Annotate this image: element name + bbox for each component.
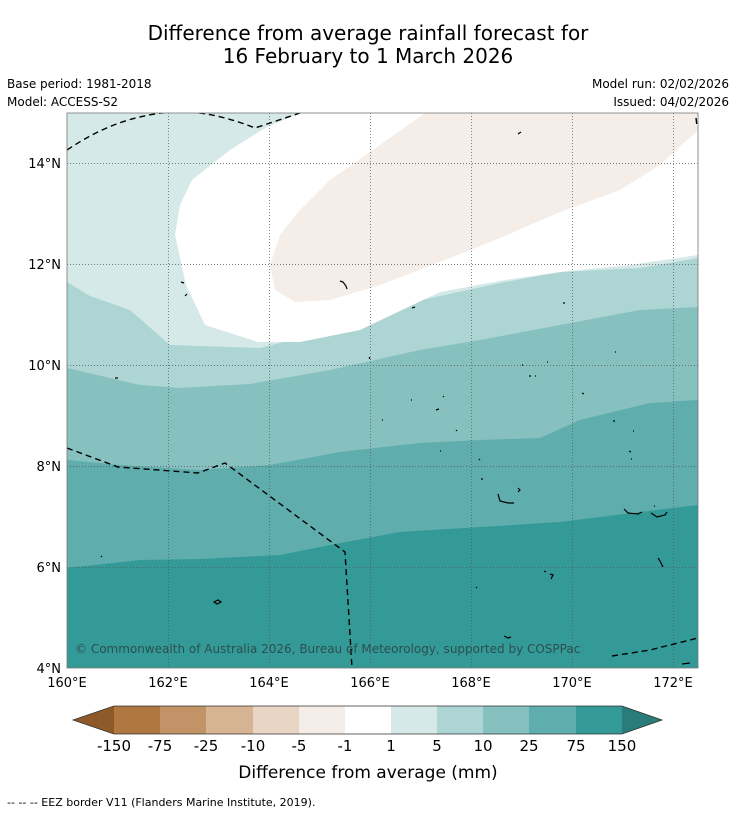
model-run: Model run: 02/02/2026 xyxy=(591,77,729,91)
base-period: Base period: 1981-2018 xyxy=(7,77,152,91)
colorbar-tick-label: 10 xyxy=(473,737,492,755)
map-title: Difference from average rainfall forecas… xyxy=(0,22,736,68)
lon-tick-label: 164°E xyxy=(249,676,289,691)
colorbar-cell xyxy=(206,706,253,734)
gridlines xyxy=(67,113,698,668)
colorbar-cell xyxy=(437,706,483,734)
lat-axis: 14°N 12°N 10°N 8°N 6°N 4°N xyxy=(28,157,61,677)
colorbar-tick-label: -75 xyxy=(148,737,173,755)
colorbar-tick-label: 25 xyxy=(519,737,538,755)
colorbar-cell xyxy=(529,706,576,734)
lon-tick-label: 160°E xyxy=(47,676,87,691)
title-line-1: Difference from average rainfall forecas… xyxy=(147,21,589,45)
map-credit: © Commonwealth of Australia 2026, Bureau… xyxy=(75,642,580,656)
lon-tick-label: 170°E xyxy=(552,676,592,691)
colorbar-tick-label: -25 xyxy=(194,737,219,755)
colorbar-high-arrow xyxy=(622,706,662,734)
colorbar-tick-label: -1 xyxy=(338,737,353,755)
lat-tick-label: 12°N xyxy=(28,258,61,273)
colorbar: -150 -75 -25 -10 -5 -1 1 5 10 25 75 150 … xyxy=(71,705,664,783)
map-area: © Commonwealth of Australia 2026, Bureau… xyxy=(67,113,698,668)
lat-tick-label: 4°N xyxy=(37,662,62,677)
lon-axis: 160°E 162°E 164°E 166°E 168°E 170°E 172°… xyxy=(47,676,693,691)
footer-eez-note: -- -- -- EEZ border V11 (Flanders Marine… xyxy=(7,796,316,809)
eez-borders xyxy=(67,113,698,668)
colorbar-tick-label: 5 xyxy=(432,737,442,755)
lat-tick-label: 6°N xyxy=(37,561,62,576)
colorbar-title: Difference from average (mm) xyxy=(238,763,497,783)
meta-right: Model run: 02/02/2026 Issued: 04/02/2026 xyxy=(592,75,729,111)
colorbar-tick-label: -150 xyxy=(97,737,131,755)
meta-left: Base period: 1981-2018 Model: ACCESS-S2 xyxy=(7,75,152,111)
colorbar-cell xyxy=(299,706,345,734)
colorbar-tick-label: 75 xyxy=(566,737,585,755)
colorbar-outline xyxy=(71,705,664,735)
colorbar-tick-label: -5 xyxy=(292,737,307,755)
lat-tick-label: 14°N xyxy=(28,157,61,172)
colorbar-cell xyxy=(483,706,529,734)
lat-tick-label: 8°N xyxy=(37,460,62,475)
colorbar-tick-label: 150 xyxy=(608,737,637,755)
islands xyxy=(100,131,691,665)
colorbar-tick-label: 1 xyxy=(386,737,396,755)
lon-tick-label: 166°E xyxy=(350,676,390,691)
map-frame xyxy=(66,112,699,669)
title-line-2: 16 February to 1 March 2026 xyxy=(222,44,514,68)
model-name: Model: ACCESS-S2 xyxy=(7,95,119,109)
issued-date: Issued: 04/02/2026 xyxy=(613,95,729,109)
colorbar-cell xyxy=(114,706,160,734)
colorbar-cell xyxy=(391,706,437,734)
lon-tick-label: 172°E xyxy=(653,676,693,691)
colorbar-tick-label: -10 xyxy=(241,737,266,755)
colorbar-low-arrow xyxy=(73,706,114,734)
colorbar-cell xyxy=(345,706,391,734)
colorbar-cell xyxy=(253,706,299,734)
band-dry-light xyxy=(270,113,698,302)
colorbar-cell xyxy=(160,706,206,734)
colorbar-cell xyxy=(576,706,622,734)
lon-tick-label: 168°E xyxy=(451,676,491,691)
lon-tick-label: 162°E xyxy=(148,676,188,691)
lat-tick-label: 10°N xyxy=(28,359,61,374)
